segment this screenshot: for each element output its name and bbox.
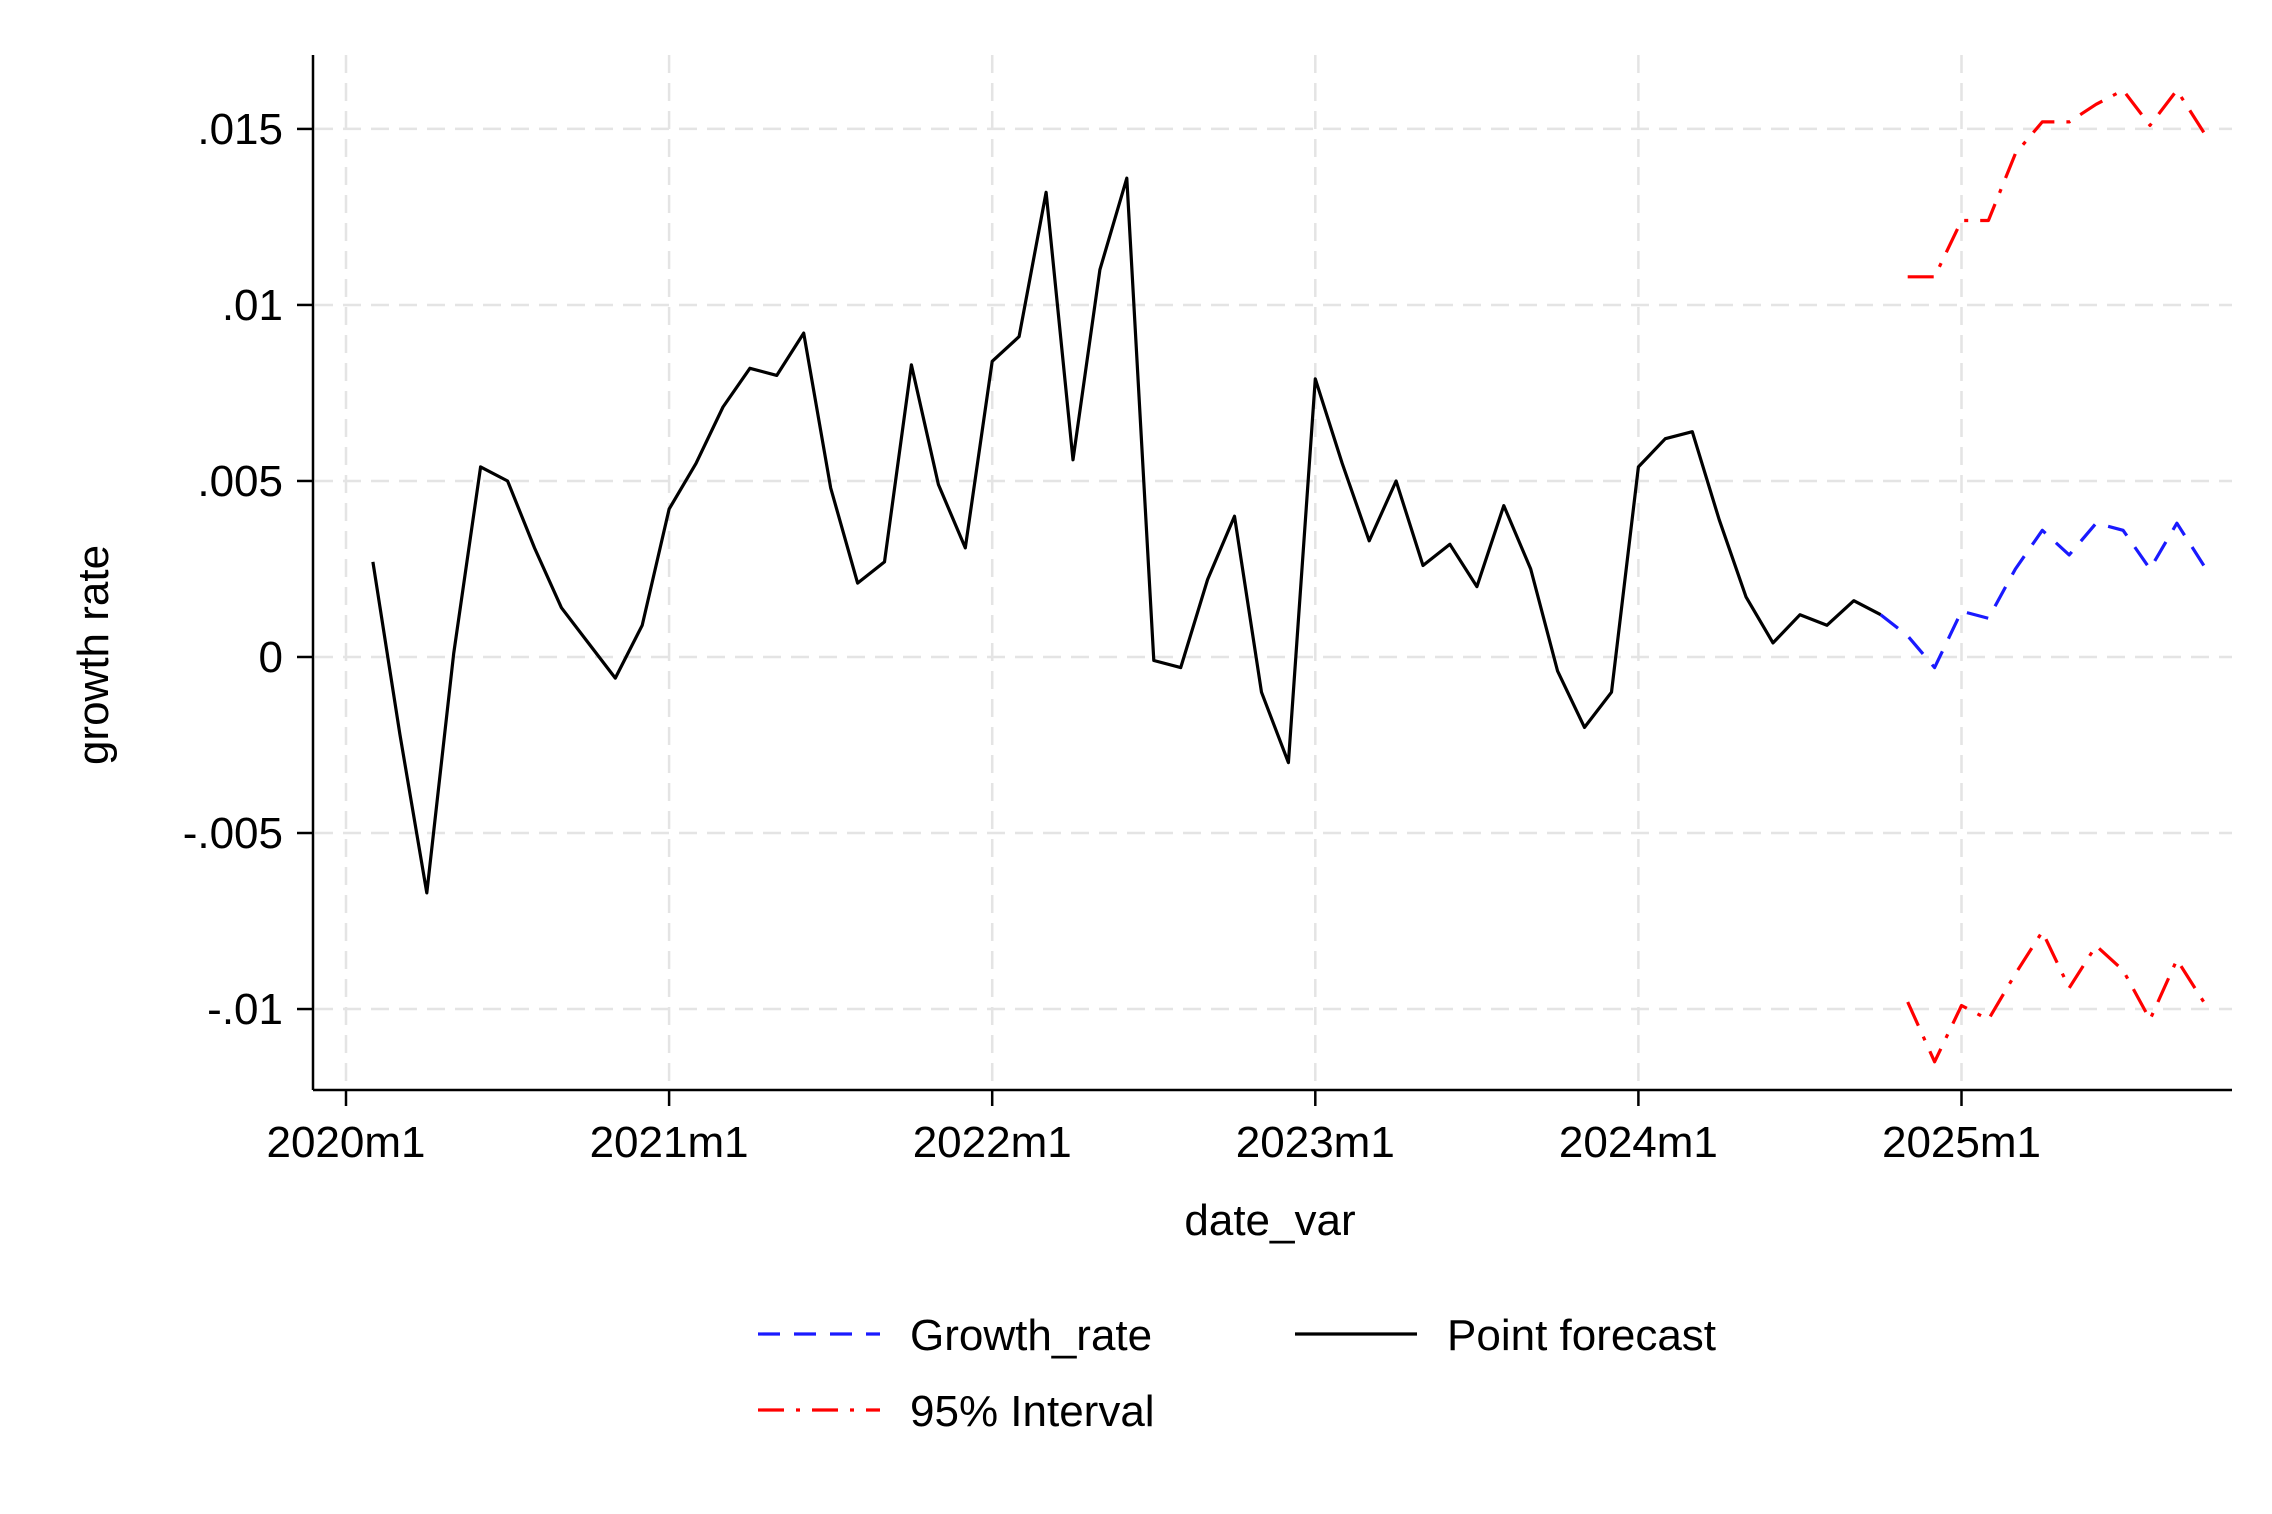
- x-tick-label: 2020m1: [266, 1118, 425, 1167]
- tick-labels: -.01 -.005 0 .005 .01 .015 2020m1 2021m1 2022m1 2…: [183, 105, 2041, 1167]
- x-axis-title: date_var: [1184, 1196, 1355, 1245]
- x-tick-label: 2022m1: [913, 1118, 1072, 1167]
- y-tick-label: -.005: [183, 809, 283, 858]
- axes: [297, 55, 2232, 1106]
- legend-label: Growth_rate: [910, 1311, 1152, 1360]
- legend-label: Point forecast: [1447, 1311, 1716, 1360]
- x-tick-label: 2025m1: [1882, 1118, 2041, 1167]
- x-tick-label: 2024m1: [1559, 1118, 1718, 1167]
- x-tick-label: 2023m1: [1236, 1118, 1395, 1167]
- series-line-3: [1906, 929, 2206, 1064]
- grid-lines: [315, 55, 2232, 1088]
- x-tick-label: 2021m1: [590, 1118, 749, 1167]
- legend-label: 95% Interval: [910, 1387, 1155, 1436]
- y-tick-label: -.01: [207, 985, 283, 1034]
- series-lines: [371, 88, 2206, 1064]
- y-tick-label: .005: [197, 457, 283, 506]
- series-line-2: [1907, 88, 2206, 279]
- y-axis-title: growth rate: [69, 545, 118, 765]
- series-line-1: [1879, 521, 2206, 670]
- series-line-0: [371, 176, 1882, 895]
- y-tick-label: .015: [197, 105, 283, 154]
- y-tick-label: 0: [259, 633, 283, 682]
- legend: Growth_rate Point forecast 95% Interval: [758, 1311, 1716, 1436]
- y-tick-label: .01: [222, 281, 283, 330]
